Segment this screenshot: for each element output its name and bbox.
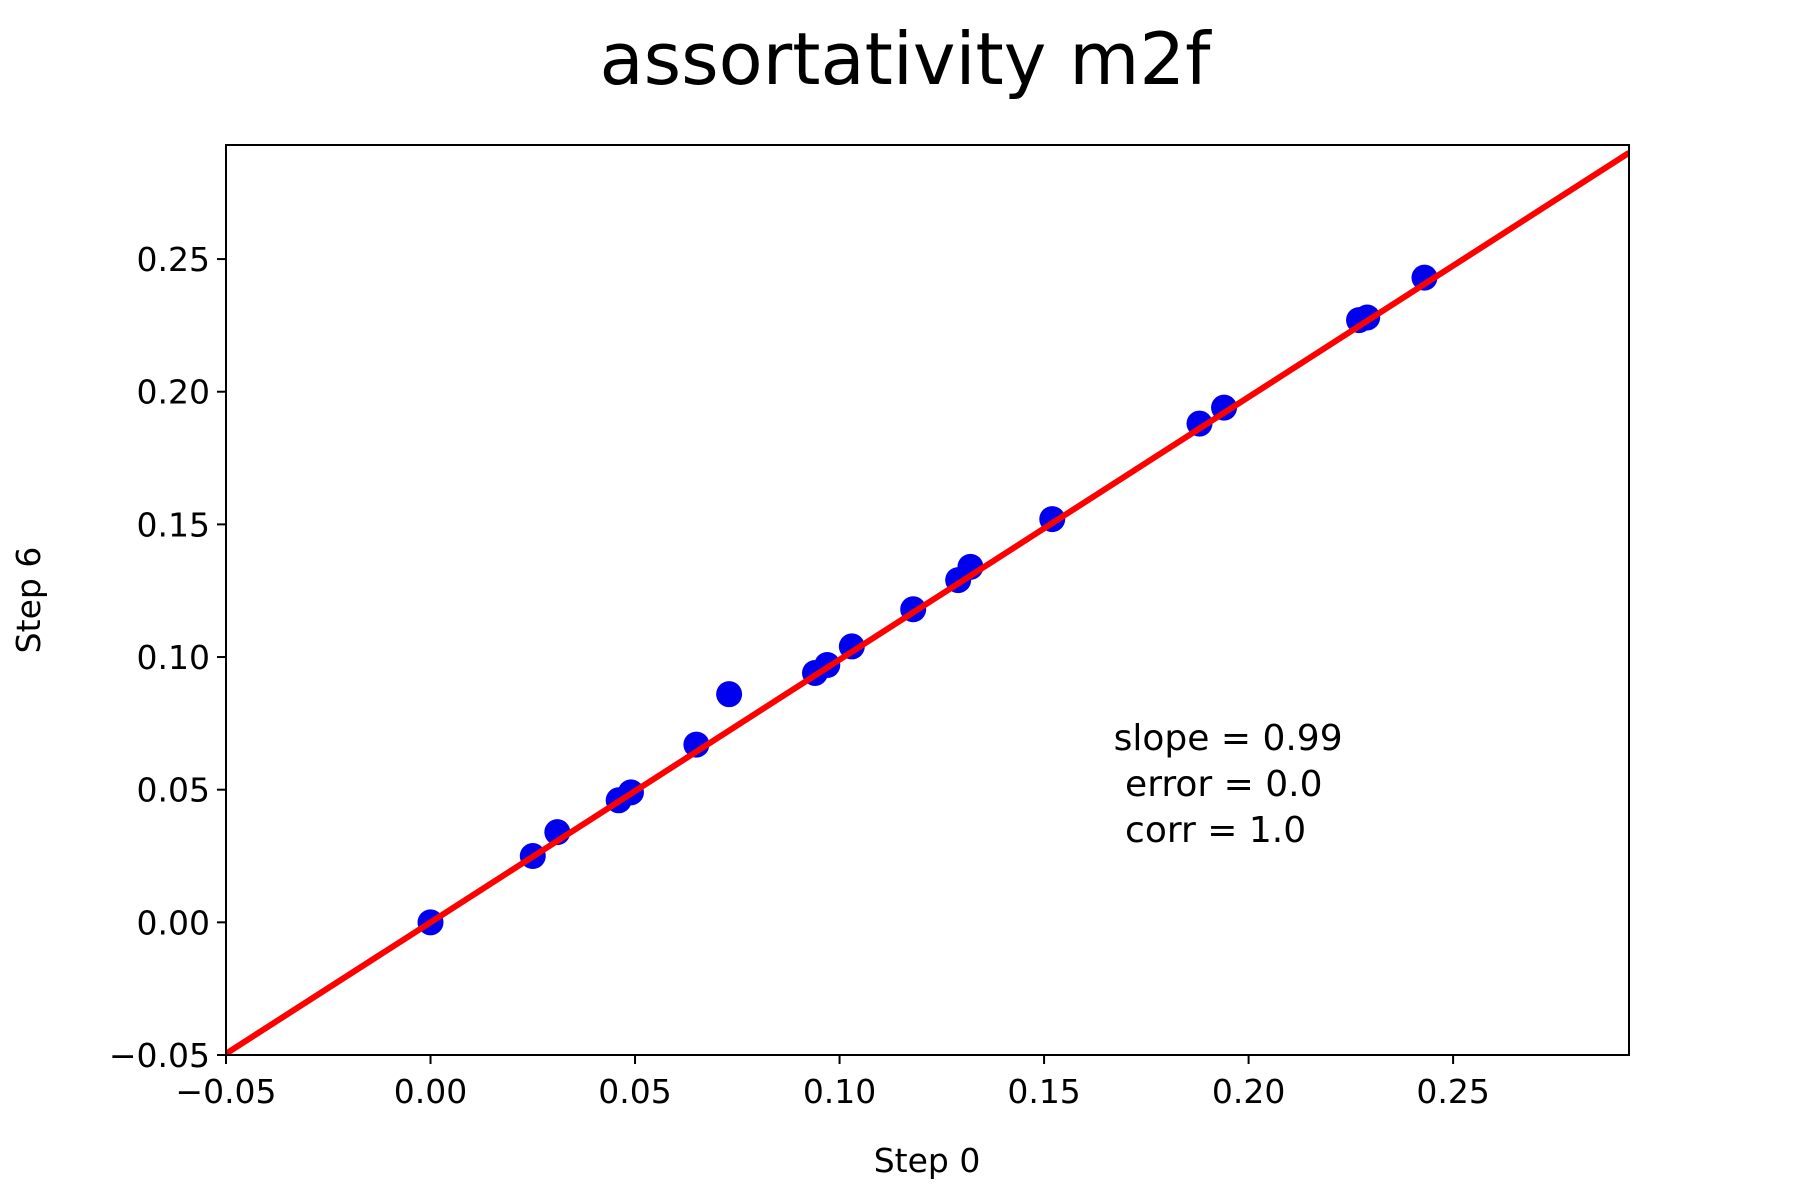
annotation-line: error = 0.0 [1114,764,1323,805]
x-axis: −0.05 0.00 0.05 0.10 0.15 0.20 0.25 [175,1055,1490,1111]
y-tick-label: 0.05 [137,771,210,810]
stats-annotation: slope = 0.99 error = 0.0 corr = 1.0 [1114,718,1343,851]
annotation-line: corr = 1.0 [1114,810,1307,851]
data-point [716,681,743,708]
plot-area [226,150,1629,1055]
annotation-line: slope = 0.99 [1114,718,1343,759]
x-tick-label: 0.10 [803,1072,876,1111]
y-axis-label: Step 6 [9,547,48,654]
x-tick-label: −0.05 [175,1072,276,1111]
plot-frame [225,144,1630,1056]
x-tick-label: 0.00 [394,1072,467,1111]
y-tick-label: 0.00 [137,903,210,942]
y-axis: −0.05 0.00 0.05 0.10 0.15 0.20 0.25 [109,240,226,1075]
chart-title: assortativity m2f [599,17,1212,101]
x-axis-label: Step 0 [874,1141,981,1180]
x-tick-label: 0.20 [1212,1072,1285,1111]
x-tick-label: 0.05 [598,1072,671,1111]
y-tick-label: 0.15 [137,505,210,544]
data-point [683,731,710,758]
y-tick-label: −0.05 [109,1036,210,1075]
fit-line [226,150,1629,1055]
data-point [1411,264,1438,291]
y-tick-label: 0.20 [137,373,210,412]
y-tick-label: 0.10 [137,638,210,677]
x-tick-label: 0.15 [1007,1072,1080,1111]
y-tick-label: 0.25 [137,240,210,279]
x-tick-label: 0.25 [1416,1072,1489,1111]
